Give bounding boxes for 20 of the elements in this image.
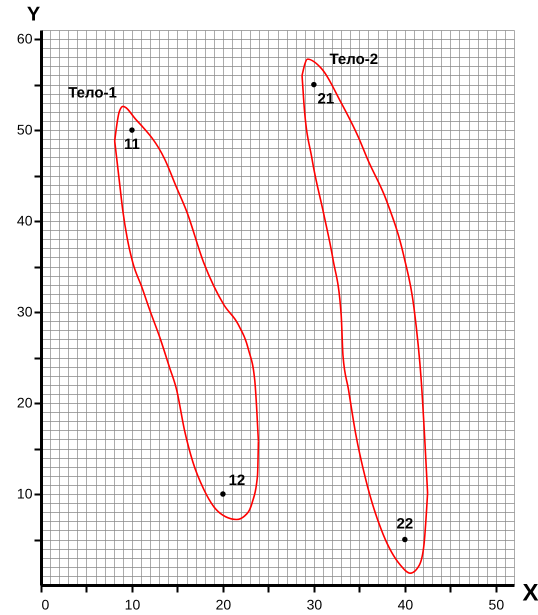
series-label: Тело-2: [330, 51, 378, 68]
x-tick-label: 30: [306, 596, 322, 612]
series-label: Тело-1: [68, 84, 117, 102]
annotation: 22: [396, 516, 414, 533]
x-tick-label: 50: [488, 596, 504, 612]
x-tick-label: 40: [398, 596, 414, 612]
x-tick-label: 0: [42, 596, 50, 612]
y-tick-label: 60: [16, 30, 33, 47]
x-tick-label: 20: [216, 596, 232, 612]
y-tick-label: 10: [16, 486, 33, 502]
annotation: 12: [228, 472, 246, 490]
y-tick-label: 30: [16, 304, 33, 320]
x-axis-title: X: [522, 580, 538, 606]
annotation: 21: [318, 90, 334, 108]
annotation: 11: [124, 136, 140, 154]
y-tick-label: 40: [16, 212, 33, 229]
x-tick-label: 10: [124, 596, 140, 612]
y-axis-title: Y: [26, 4, 41, 26]
y-tick-label: 50: [16, 122, 33, 138]
y-tick-label: 20: [16, 394, 33, 411]
